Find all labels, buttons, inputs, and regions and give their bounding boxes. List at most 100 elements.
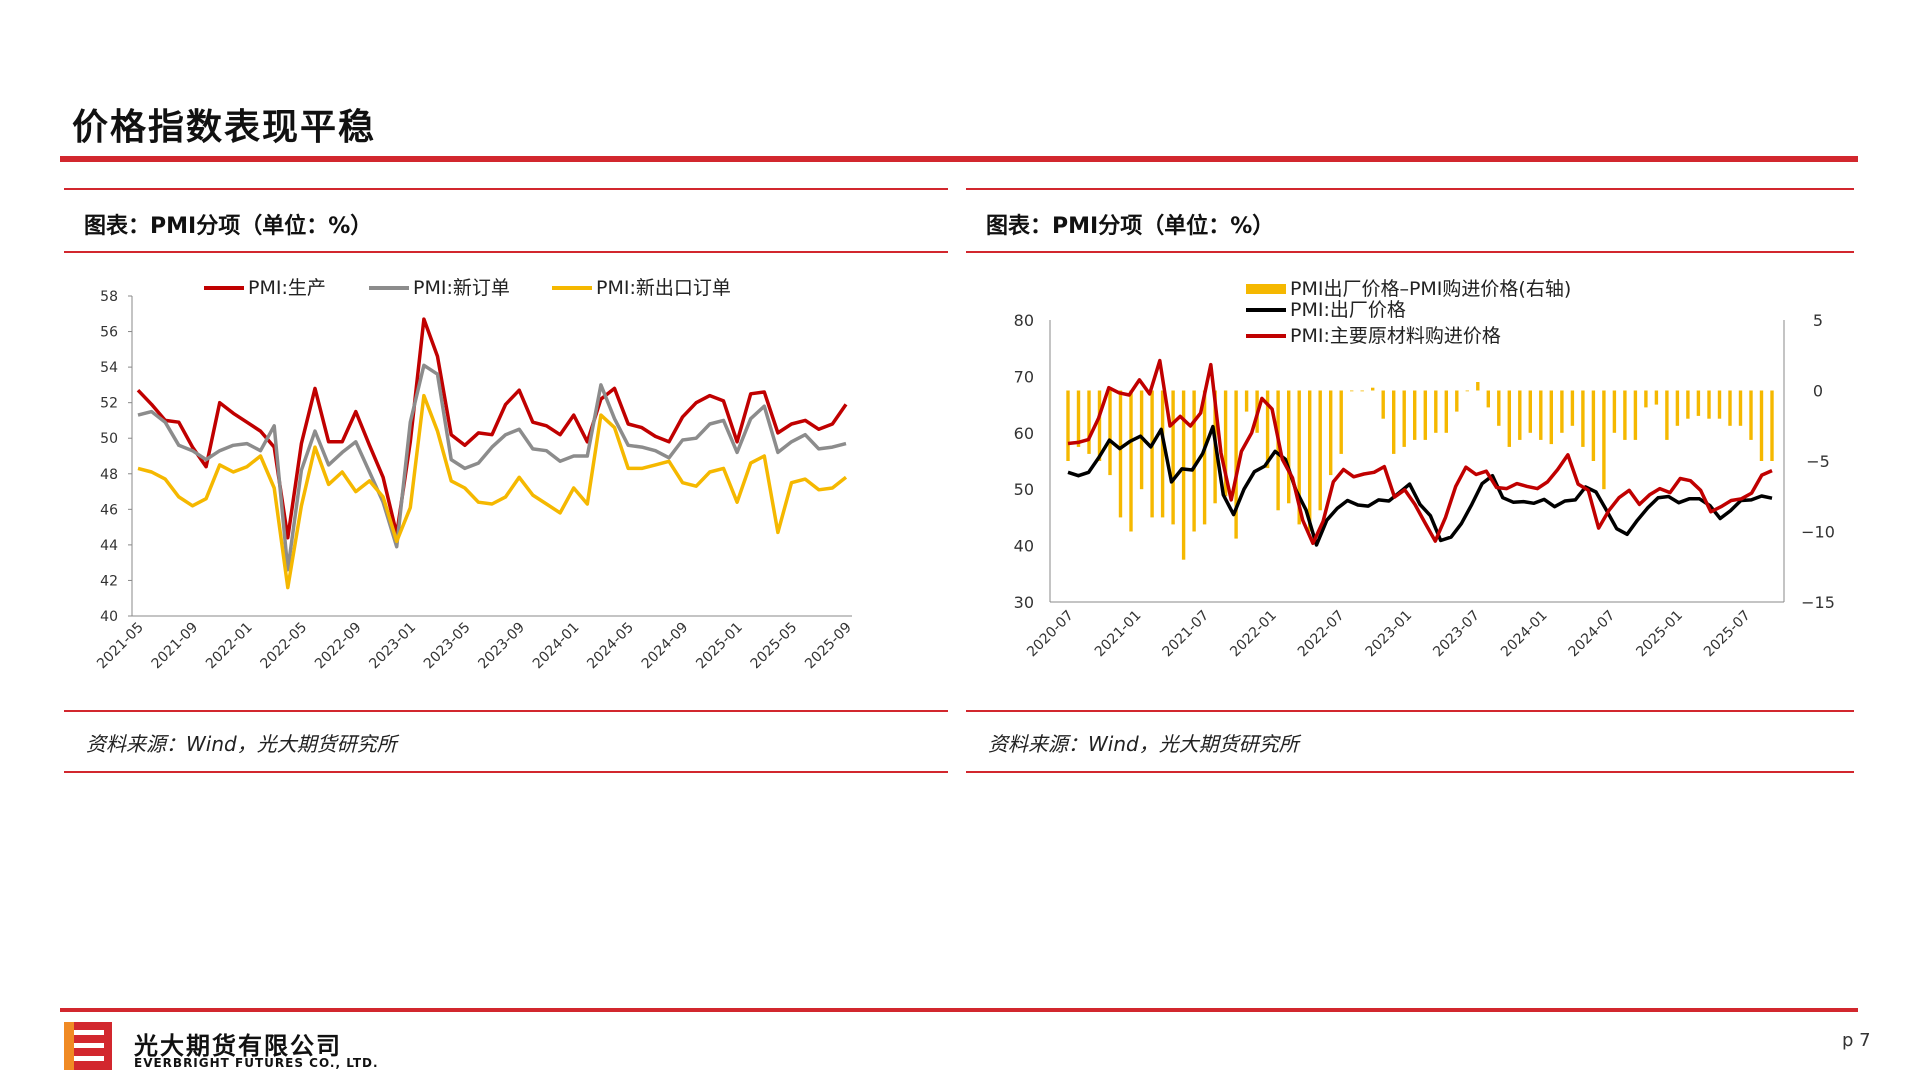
bar	[1192, 390, 1196, 532]
bar	[1108, 390, 1112, 476]
legend-label-1: PMI:生产	[248, 277, 326, 299]
x-tick-label: 2023-01	[1363, 608, 1416, 661]
footer-rule	[60, 1008, 1858, 1012]
bar	[1392, 390, 1396, 454]
x-tick-label: 2024-01	[530, 620, 583, 673]
y-left-tick-label: 30	[1014, 593, 1034, 612]
bar	[1265, 390, 1270, 469]
series-line-2	[1067, 358, 1773, 546]
bar	[1329, 390, 1333, 476]
y-tick-label: 50	[100, 431, 118, 447]
panel-left-top-rule	[64, 188, 948, 190]
company-name-cn: 光大期货有限公司	[134, 1032, 342, 1060]
y-right-tick-label: 5	[1813, 311, 1823, 330]
bar	[1675, 390, 1680, 426]
bar	[1486, 390, 1490, 408]
bar	[1339, 390, 1343, 454]
bar	[1423, 390, 1427, 440]
x-tick-label: 2022-01	[203, 620, 256, 673]
x-tick-label: 2024-01	[1498, 608, 1551, 661]
x-tick-label: 2023-01	[366, 620, 419, 673]
y-tick-label: 48	[100, 467, 118, 483]
bar	[1318, 390, 1322, 511]
bar	[1686, 390, 1690, 419]
y-tick-label: 42	[100, 573, 118, 589]
panel-right-header-rule	[966, 251, 1854, 253]
bar	[1381, 390, 1385, 419]
bar	[1591, 390, 1596, 461]
bar	[1539, 390, 1543, 440]
company-logo-icon	[64, 1022, 112, 1070]
bar	[1612, 390, 1617, 433]
bar	[1696, 390, 1701, 416]
bar	[1129, 390, 1133, 532]
y-right-tick-label: −15	[1801, 593, 1835, 612]
panel-right-title: 图表：PMI分项（单位：%）	[986, 214, 1275, 239]
bar	[1118, 390, 1123, 518]
series-line-1	[136, 317, 848, 540]
bar	[1276, 390, 1280, 511]
panel-right-top-rule	[966, 188, 1854, 190]
y-left-tick-label: 50	[1014, 480, 1034, 499]
bar	[1549, 390, 1553, 445]
bar	[1202, 390, 1207, 525]
bar	[1434, 390, 1438, 433]
legend-label-bars: PMI出厂价格–PMI购进价格(右轴)	[1290, 278, 1571, 300]
legend-label-3: PMI:新出口订单	[596, 277, 731, 299]
bar	[1623, 390, 1627, 440]
y-tick-label: 44	[100, 538, 118, 554]
x-tick-label: 2024-09	[639, 620, 692, 673]
x-tick-label: 2023-05	[421, 620, 474, 673]
y-right-tick-label: 0	[1813, 382, 1823, 401]
bar	[1444, 390, 1448, 433]
bar	[1507, 390, 1511, 447]
page-title: 价格指数表现平稳	[72, 107, 377, 148]
bar	[1350, 390, 1354, 392]
bar	[1087, 390, 1091, 454]
bar	[1759, 390, 1764, 461]
bar	[1665, 390, 1669, 440]
x-tick-label: 2023-07	[1430, 608, 1483, 661]
x-tick-label: 2022-09	[312, 620, 365, 673]
x-tick-label: 2025-01	[1633, 608, 1686, 661]
bar	[1076, 390, 1081, 447]
bar	[1560, 390, 1564, 433]
panel-left-source: 资料来源：Wind，光大期货研究所	[86, 732, 397, 756]
x-tick-label: 2021-07	[1160, 608, 1213, 661]
legend-swatch-bars	[1246, 284, 1286, 294]
x-tick-label: 2025-05	[748, 620, 801, 673]
bar	[1160, 390, 1165, 518]
y-left-tick-label: 60	[1014, 424, 1034, 443]
bar	[1455, 390, 1459, 412]
bar	[1518, 390, 1522, 440]
y-right-tick-label: −5	[1806, 452, 1830, 471]
bar	[1371, 387, 1375, 391]
bar	[1717, 390, 1722, 419]
bar	[1738, 390, 1743, 426]
bar	[1402, 390, 1406, 447]
x-tick-label: 2025-07	[1701, 608, 1754, 661]
panel-left-source-rule	[64, 710, 948, 712]
bar	[1360, 390, 1364, 392]
x-tick-label: 2023-09	[475, 620, 528, 673]
x-tick-label: 2021-01	[1092, 608, 1145, 661]
bar	[1581, 390, 1585, 447]
x-tick-label: 2025-09	[802, 620, 855, 673]
bar	[1244, 390, 1249, 412]
bar	[1654, 390, 1659, 405]
legend-label-1: PMI:出厂价格	[1290, 299, 1406, 321]
legend-label-2: PMI:新订单	[413, 277, 510, 299]
series-line-3	[137, 393, 848, 590]
y-tick-label: 52	[100, 396, 118, 412]
bar	[1728, 390, 1732, 426]
bar	[1297, 390, 1301, 525]
y-tick-label: 56	[100, 325, 118, 341]
bar	[1497, 390, 1501, 426]
y-tick-label: 46	[100, 502, 118, 518]
page-number: p 7	[1842, 1030, 1871, 1051]
series-line-1	[1067, 424, 1773, 547]
panel-left-title: 图表：PMI分项（单位：%）	[84, 214, 373, 239]
bar	[1287, 390, 1291, 504]
x-tick-label: 2022-07	[1295, 608, 1348, 661]
